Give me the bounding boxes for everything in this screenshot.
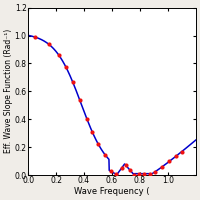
Point: [175, 154, 178, 158]
Point: [91, 131, 94, 134]
Point: [120, 166, 123, 169]
Point: [85, 117, 88, 120]
Point: [78, 99, 81, 102]
Y-axis label: Eff. Wave Slope Function (Rad⁻¹): Eff. Wave Slope Function (Rad⁻¹): [4, 29, 13, 153]
Point: [148, 172, 151, 175]
Point: [47, 43, 51, 46]
Point: [143, 172, 146, 175]
Point: [115, 173, 118, 176]
Point: [64, 65, 67, 68]
Point: [129, 169, 132, 172]
X-axis label: Wave Frequency (: Wave Frequency (: [74, 187, 150, 196]
Point: [71, 81, 74, 84]
Point: [137, 172, 140, 175]
Point: [133, 173, 136, 177]
Point: [103, 153, 107, 156]
Point: [109, 170, 112, 173]
Point: [168, 160, 171, 163]
Point: [33, 35, 37, 39]
Point: [96, 142, 100, 145]
Point: [57, 54, 60, 57]
Point: [180, 150, 183, 153]
Point: [154, 170, 157, 173]
Point: [124, 164, 128, 167]
Point: [161, 165, 164, 168]
